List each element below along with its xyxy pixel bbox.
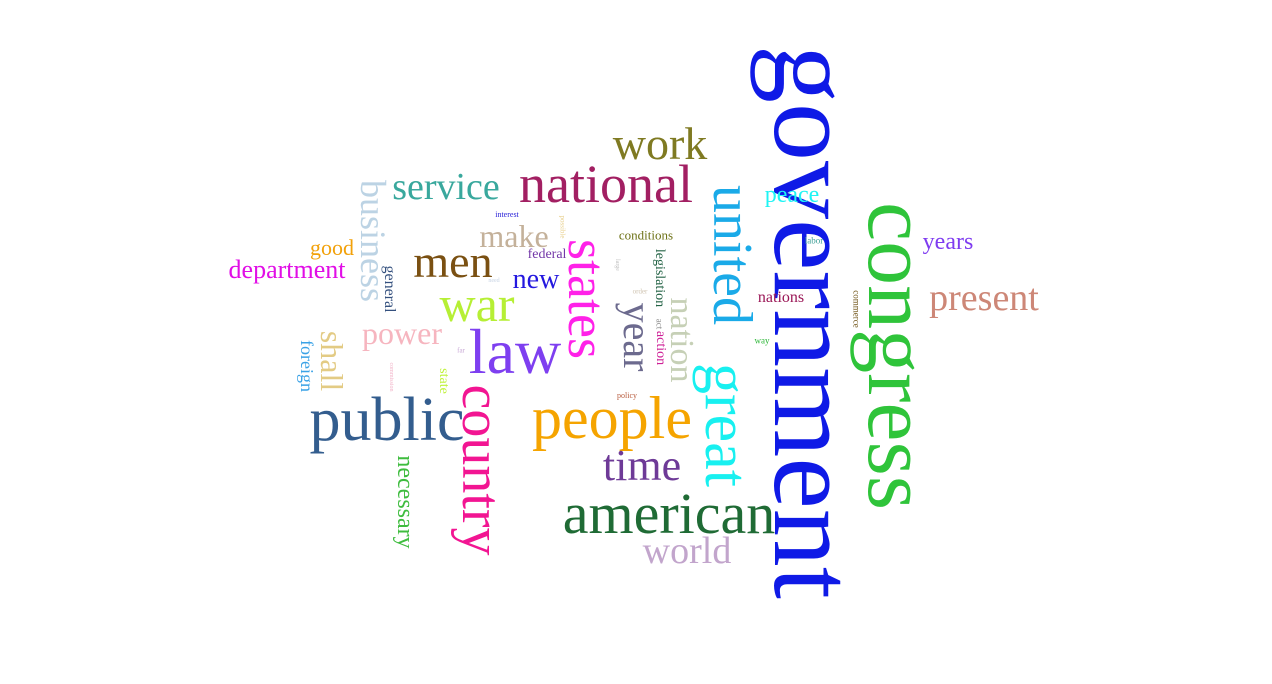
- word-nations: nations: [757, 289, 805, 306]
- word-public: public: [309, 386, 465, 454]
- word-united: united: [701, 185, 763, 325]
- word-act: act: [654, 318, 665, 330]
- word-states: states: [557, 239, 617, 359]
- word-present: present: [929, 277, 1039, 319]
- word-possible: possible: [558, 215, 567, 239]
- word-federal: federal: [527, 247, 567, 262]
- word-great: great: [692, 363, 760, 487]
- word-department: department: [228, 255, 346, 284]
- word-commission: commission: [388, 362, 394, 392]
- word-people: people: [532, 385, 692, 451]
- word-conditions: conditions: [618, 227, 674, 243]
- word-power: power: [362, 315, 442, 351]
- word-peace: peace: [764, 182, 820, 208]
- word-war: war: [439, 276, 515, 332]
- word-far: far: [457, 346, 465, 355]
- word-labor: labor: [804, 235, 824, 246]
- word-american: american: [562, 481, 776, 546]
- word-good: good: [310, 235, 354, 260]
- word-men: men: [413, 236, 493, 287]
- word-large: large: [614, 259, 620, 271]
- word-action: action: [653, 330, 668, 366]
- word-commerce: commerce: [851, 290, 862, 328]
- word-nation: nation: [663, 297, 700, 383]
- word-policy: policy: [617, 391, 637, 400]
- word-state: state: [436, 368, 451, 394]
- word-service: service: [392, 166, 500, 208]
- word-way: way: [754, 335, 770, 346]
- word-national: national: [519, 154, 693, 214]
- word-necessary: necessary: [392, 455, 418, 549]
- word-work: work: [612, 118, 708, 169]
- word-make: make: [479, 218, 549, 254]
- word-years: years: [922, 229, 974, 255]
- word-time: time: [602, 441, 682, 490]
- word-foreign: foreign: [297, 340, 317, 392]
- word-general: general: [381, 265, 398, 313]
- word-law: law: [468, 316, 562, 387]
- word-need: need: [488, 278, 500, 284]
- word-order: order: [632, 287, 648, 296]
- word-interest: interest: [495, 210, 519, 219]
- word-shall: shall: [314, 330, 350, 392]
- word-new: new: [512, 264, 560, 295]
- word-year: year: [615, 302, 660, 372]
- word-world: world: [642, 530, 732, 572]
- word-legislation: legislation: [652, 248, 667, 308]
